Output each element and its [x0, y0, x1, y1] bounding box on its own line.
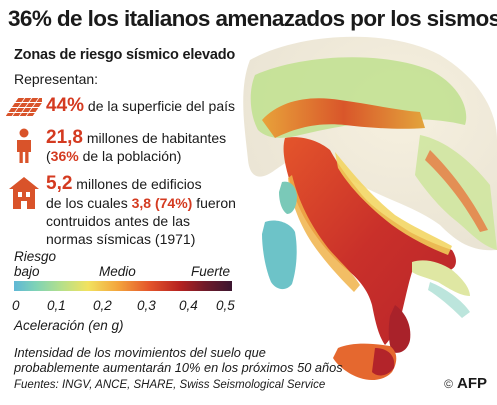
legend-low-label: bajo — [14, 264, 40, 279]
note-line1: Intensidad de los movimientos del suelo … — [14, 345, 266, 360]
legend-tick: 0 — [12, 298, 20, 313]
stat-buildings-label: millones de edificios — [72, 176, 202, 192]
legend-tick: 0,2 — [93, 298, 112, 313]
stat-buildings-old: 3,8 (74%) — [131, 195, 193, 211]
stat-buildings-line3: contruidos antes de las — [46, 213, 190, 229]
represent-label: Representan: — [14, 71, 99, 87]
stat-buildings-line1: 5,2 millones de edificios — [46, 173, 202, 194]
person-icon — [12, 128, 36, 168]
copyright-symbol: © — [444, 377, 453, 391]
stat-buildings-post: fueron — [192, 195, 236, 211]
alpine-arc — [262, 98, 425, 138]
map-subtitle: Zonas de riesgo sísmico elevado — [14, 47, 236, 63]
grid-area-icon — [5, 96, 46, 122]
corsica — [279, 181, 297, 214]
legend-color-scale — [14, 281, 232, 291]
sicily-east — [372, 348, 395, 376]
legend-tick: 0,4 — [179, 298, 198, 313]
building-icon — [8, 176, 40, 214]
stat-population-line2: (36% de la población) — [46, 148, 181, 165]
source-credit: Fuentes: INGV, ANCE, SHARE, Swiss Seismo… — [14, 379, 326, 391]
italy-peninsula — [283, 137, 456, 345]
paren-open: ( — [46, 148, 51, 164]
legend-high-label: Fuerte — [191, 264, 231, 279]
stat-surface-label: de la superficie del país — [84, 98, 236, 114]
stat-population-line1: 21,8 millones de habitantes — [46, 127, 227, 148]
tyrrhenian-coast — [288, 175, 360, 292]
stat-surface-value: 44% — [46, 95, 85, 116]
stat-population-label: millones de habitantes — [82, 130, 227, 146]
stat-buildings-line4: normas sísmicas (1971) — [46, 231, 196, 247]
legend-tick: 0,3 — [137, 298, 156, 313]
legend-risk-label: Riesgo — [14, 249, 57, 264]
legend-tick: 0,1 — [47, 298, 66, 313]
stat-population-percent: 36% — [50, 148, 79, 164]
ionian-sea-zone — [428, 282, 470, 318]
adriatic-coast — [335, 152, 452, 255]
stat-population-value: 21,8 — [46, 127, 83, 148]
map-note: Intensidad de los movimientos del suelo … — [14, 345, 343, 375]
stat-buildings-pre: de los cuales — [46, 195, 132, 211]
agency-logo: © AFP — [444, 375, 487, 392]
sardinia — [262, 220, 297, 290]
legend-axis-label: Aceleración (en g) — [14, 318, 124, 333]
page-title: 36% de los italianos amenazados por los … — [8, 6, 497, 31]
puglia — [412, 260, 470, 296]
stat-surface-text: 44% de la superficie del país — [46, 95, 236, 116]
afp-logo-text: AFP — [457, 375, 487, 392]
legend-mid-label: Medio — [99, 264, 136, 279]
balkan-fault — [425, 150, 488, 232]
stat-buildings-line2: de los cuales 3,8 (74%) fueron — [46, 195, 236, 212]
calabria — [388, 305, 411, 353]
stat-buildings-value: 5,2 — [46, 173, 73, 194]
legend-tick: 0,5 — [216, 298, 235, 313]
note-line2: probablemente aumentarán 10% en los próx… — [14, 360, 343, 375]
stat-population-label2: de la población) — [78, 148, 182, 164]
